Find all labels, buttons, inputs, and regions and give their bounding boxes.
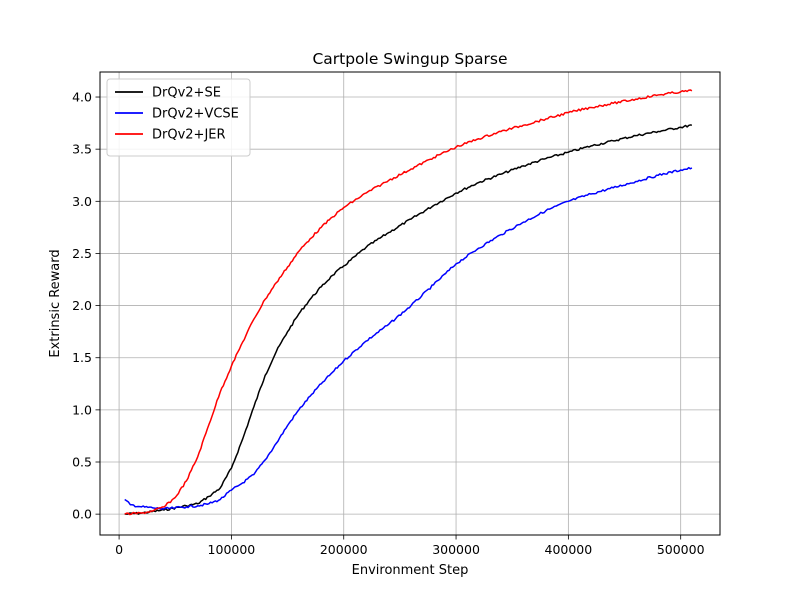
legend: DrQv2+SE DrQv2+VCSE DrQv2+JER	[106, 78, 251, 157]
y-axis-label: Extrinsic Reward	[48, 249, 63, 357]
y-tick-label: 0.0	[72, 507, 92, 522]
y-tick-label: 1.5	[72, 350, 92, 365]
x-tick-label: 500000	[657, 542, 705, 557]
legend-box	[106, 78, 251, 157]
x-axis-label: Environment Step	[352, 563, 469, 578]
legend-label-0: DrQv2+SE	[152, 86, 221, 101]
y-axis-ticks: 0.0 0.5 1.0 1.5 2.0 2.5 3.0 3.5 4.0	[72, 90, 100, 522]
series-line-0	[124, 124, 693, 515]
y-tick-label: 0.5	[72, 455, 92, 470]
series-line-1	[124, 166, 693, 510]
x-tick-label: 200000	[320, 542, 368, 557]
legend-label-1: DrQv2+VCSE	[152, 107, 239, 122]
chart-title: Cartpole Swingup Sparse	[312, 50, 507, 68]
y-tick-label: 2.5	[72, 246, 92, 261]
x-tick-label: 100000	[208, 542, 256, 557]
x-tick-label: 300000	[432, 542, 480, 557]
y-tick-label: 4.0	[72, 90, 92, 105]
y-tick-label: 2.0	[72, 298, 92, 313]
x-tick-label: 400000	[545, 542, 593, 557]
grid	[100, 72, 720, 535]
y-tick-label: 3.5	[72, 142, 92, 157]
y-tick-label: 3.0	[72, 194, 92, 209]
x-axis-ticks: 0 100000 200000 300000 400000 500000	[115, 535, 705, 557]
plot-frame	[99, 71, 721, 536]
legend-label-2: DrQv2+JER	[152, 128, 226, 143]
y-tick-label: 1.0	[72, 402, 92, 417]
series-line-2	[124, 89, 693, 516]
series-lines	[124, 89, 693, 516]
x-tick-label: 0	[115, 542, 123, 557]
